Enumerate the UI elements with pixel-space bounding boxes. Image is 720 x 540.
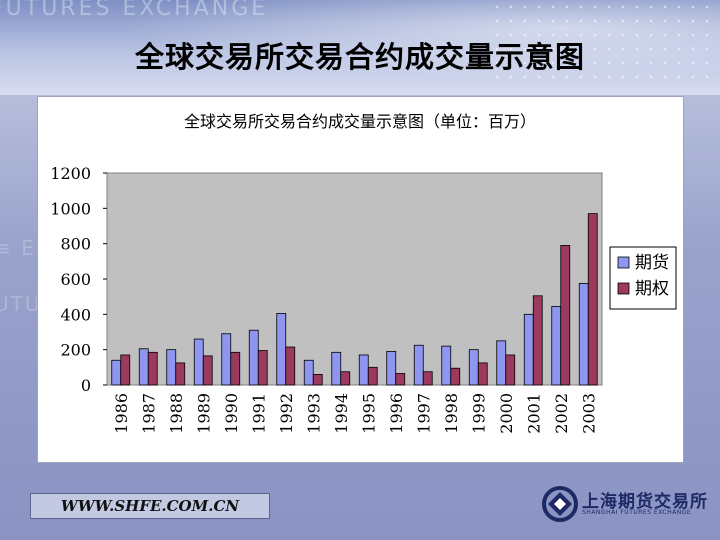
legend-label-futures: 期货 bbox=[635, 253, 669, 273]
bar-options-1993 bbox=[312, 373, 323, 386]
x-tick-label: 1994 bbox=[332, 393, 351, 434]
bar-options-2000 bbox=[505, 354, 516, 386]
x-tick-label: 1992 bbox=[277, 393, 296, 434]
x-tick-label: 1997 bbox=[414, 393, 433, 434]
y-tick-label: 1000 bbox=[50, 199, 91, 218]
y-tick-label: 200 bbox=[60, 341, 91, 360]
banner-decoration bbox=[490, 0, 720, 90]
bar-futures-1999 bbox=[468, 349, 479, 386]
bar-futures-1992 bbox=[276, 313, 287, 386]
chart-frame: 全球交易所交易合约成交量示意图（单位：百万） 0 200 400 600 800 1000… bbox=[37, 96, 684, 463]
bar-futures-2000 bbox=[496, 340, 507, 386]
bar-futures-1987 bbox=[138, 348, 149, 386]
legend-swatch-options bbox=[617, 282, 630, 295]
x-tick-label: 1993 bbox=[304, 393, 323, 434]
x-tick-label: 1991 bbox=[249, 393, 268, 434]
bar-options-1987 bbox=[147, 351, 158, 386]
bar-options-1998 bbox=[450, 367, 461, 386]
x-tick-label: 1986 bbox=[112, 393, 131, 434]
bar-options-1989 bbox=[202, 355, 213, 386]
x-tick-label: 2000 bbox=[497, 393, 516, 434]
bar-options-2002 bbox=[560, 245, 571, 386]
y-tick-label: 400 bbox=[60, 305, 91, 324]
plot-area bbox=[106, 172, 603, 386]
bar-options-1996 bbox=[395, 373, 406, 386]
y-tick-label: 0 bbox=[81, 376, 91, 395]
y-tick-label: 600 bbox=[60, 270, 91, 289]
bar-options-2003 bbox=[587, 213, 598, 386]
bar-options-1990 bbox=[230, 351, 241, 386]
footer-url[interactable]: WWW.SHFE.COM.CN bbox=[30, 493, 270, 519]
bar-futures-2001 bbox=[523, 313, 534, 386]
bar-futures-1988 bbox=[166, 349, 177, 386]
header-banner: FUTURES EXCHANGE bbox=[0, 0, 720, 95]
x-tick-label: 1989 bbox=[194, 393, 213, 434]
legend-label-options: 期权 bbox=[635, 279, 669, 299]
x-tick-label: 1999 bbox=[469, 393, 488, 434]
bar-options-1994 bbox=[340, 371, 351, 386]
bar-chart: 全球交易所交易合约成交量示意图（单位：百万） 0 200 400 600 800 1000… bbox=[50, 112, 677, 434]
bar-futures-2002 bbox=[551, 305, 562, 386]
legend-swatch-futures bbox=[617, 256, 630, 269]
x-axis: 1986 1987 1988 1989 1990 1991 1992 1993 1994 1995… bbox=[112, 393, 599, 434]
x-tick-label: 1996 bbox=[387, 393, 406, 434]
bar-options-1999 bbox=[477, 362, 488, 386]
bars bbox=[111, 213, 598, 386]
bar-futures-1993 bbox=[303, 359, 314, 386]
bar-futures-1997 bbox=[413, 344, 424, 386]
bar-options-1991 bbox=[257, 350, 268, 386]
logo-emblem-icon bbox=[542, 486, 578, 522]
x-tick-label: 1998 bbox=[442, 393, 461, 434]
x-tick-label: 1988 bbox=[167, 393, 186, 434]
y-tick-label: 1200 bbox=[50, 164, 91, 183]
bar-futures-1994 bbox=[331, 351, 342, 386]
bar-options-1988 bbox=[175, 362, 186, 386]
y-axis: 0 200 400 600 800 1000 1200 bbox=[50, 164, 107, 395]
bar-futures-1991 bbox=[248, 329, 259, 386]
x-tick-label: 1995 bbox=[359, 393, 378, 434]
x-tick-label: 2001 bbox=[524, 393, 543, 434]
slide-title: 全球交易所交易合约成交量示意图 bbox=[134, 40, 585, 74]
bar-futures-2003 bbox=[578, 283, 589, 386]
x-tick-label: 1987 bbox=[139, 393, 158, 434]
bar-options-1995 bbox=[367, 366, 378, 386]
bar-futures-1995 bbox=[358, 354, 369, 386]
bar-futures-1996 bbox=[386, 351, 397, 386]
bar-futures-1986 bbox=[111, 359, 122, 386]
bar-options-1997 bbox=[422, 371, 433, 386]
bar-options-1986 bbox=[120, 354, 131, 386]
logo-subtitle: SHANGHAI FUTURES EXCHANGE bbox=[582, 509, 692, 516]
logo-name: 上海期货交易所 bbox=[582, 492, 708, 512]
chart-title: 全球交易所交易合约成交量示意图（单位：百万） bbox=[184, 112, 536, 131]
bar-futures-1990 bbox=[221, 333, 232, 386]
y-tick-label: 800 bbox=[60, 235, 91, 254]
banner-watermark: FUTURES EXCHANGE bbox=[0, 0, 269, 21]
exchange-logo: 上海期货交易所 SHANGHAI FUTURES EXCHANGE bbox=[540, 484, 707, 524]
bar-futures-1998 bbox=[441, 345, 452, 386]
bar-options-1992 bbox=[285, 346, 296, 386]
x-tick-label: 2003 bbox=[579, 393, 598, 434]
bar-futures-1989 bbox=[193, 338, 204, 386]
x-tick-label: 2002 bbox=[552, 393, 571, 434]
x-tick-label: 1990 bbox=[222, 393, 241, 434]
side-watermark: UTU bbox=[0, 292, 42, 316]
bar-options-2001 bbox=[532, 295, 543, 386]
